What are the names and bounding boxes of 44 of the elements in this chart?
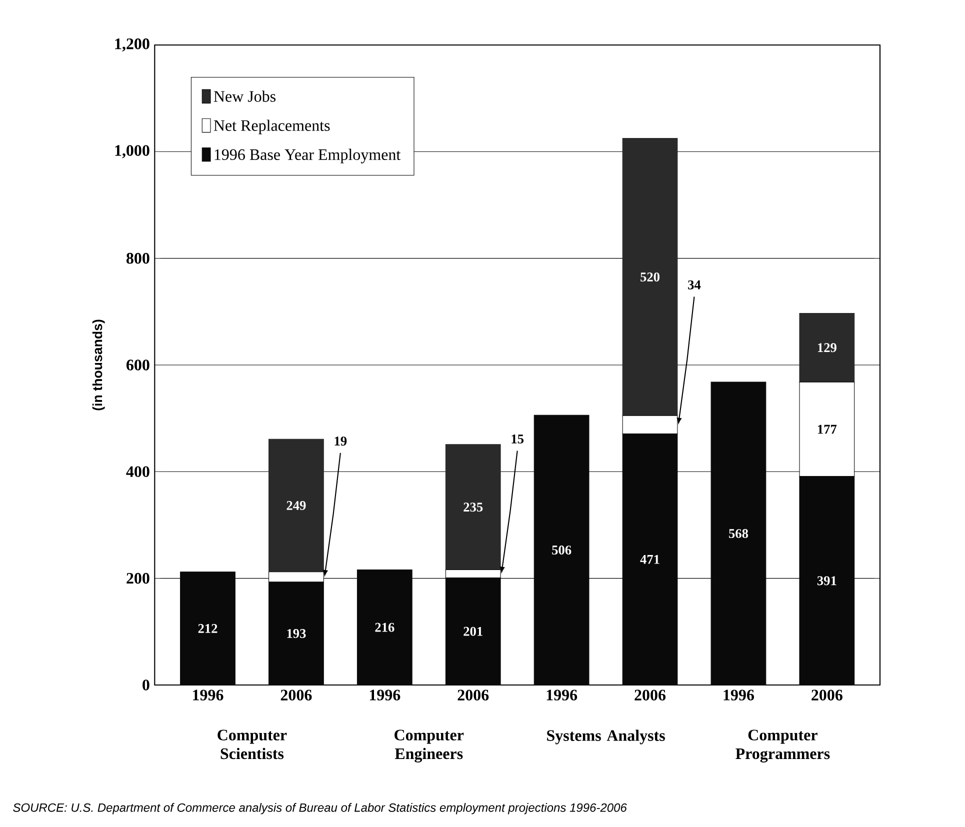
bar bbox=[622, 138, 678, 416]
x-tick-label: 1996 bbox=[546, 690, 578, 700]
x-tick-label: 1996 bbox=[193, 690, 224, 700]
text: Systems Analysts bbox=[547, 730, 665, 744]
data-label: 19 bbox=[334, 436, 347, 446]
bar bbox=[445, 444, 501, 570]
y-tick-label: 1,000 bbox=[115, 145, 150, 158]
text: Computer Engineers bbox=[394, 730, 464, 762]
text: Computer Programmers bbox=[736, 730, 830, 762]
x-tick-label: 1996 bbox=[370, 690, 400, 700]
y-tick-label: 0 bbox=[142, 680, 150, 690]
y-tick-label: 600 bbox=[126, 360, 150, 370]
legend-label: 1996 Base Year Employment bbox=[214, 148, 401, 164]
legend-label: New Jobs bbox=[214, 90, 276, 102]
y-axis-title: (in thousands) bbox=[92, 320, 105, 410]
y-tick-label: 200 bbox=[126, 572, 150, 584]
text: Computer Scientists bbox=[218, 730, 287, 760]
data-label: 177 bbox=[818, 424, 837, 434]
source-note: SOURCE: U.S. Department of Commerce analysis of Bureau of Labor Statistics employment projections 1996-2006 bbox=[13, 803, 627, 814]
data-label: 216 bbox=[375, 622, 394, 632]
data-label: 193 bbox=[287, 629, 306, 638]
bar bbox=[799, 312, 855, 382]
data-label: 129 bbox=[818, 343, 836, 352]
y-tick-label: 400 bbox=[126, 466, 150, 478]
data-label: 391 bbox=[817, 576, 836, 586]
data-label: 471 bbox=[640, 554, 660, 564]
data-label: 249 bbox=[286, 501, 306, 510]
y-tick-label: 800 bbox=[126, 252, 150, 264]
y-tick-label: 1,200 bbox=[115, 38, 150, 52]
data-label: 520 bbox=[640, 272, 660, 282]
x-tick-label: 2006 bbox=[812, 690, 842, 700]
data-label: 506 bbox=[552, 546, 572, 555]
legend-label: Net Replacements bbox=[214, 120, 330, 134]
x-tick-label: 1996 bbox=[724, 690, 754, 700]
data-label: 568 bbox=[729, 529, 748, 538]
data-label: 15 bbox=[512, 434, 524, 444]
data-label: 201 bbox=[464, 626, 482, 636]
bar bbox=[268, 438, 324, 572]
x-tick-label: 2006 bbox=[280, 690, 312, 700]
data-label: 34 bbox=[688, 280, 701, 290]
data-label: 235 bbox=[464, 502, 483, 512]
data-label: 212 bbox=[198, 624, 218, 633]
x-tick-label: 2006 bbox=[634, 690, 666, 700]
x-tick-label: 2006 bbox=[458, 690, 489, 700]
